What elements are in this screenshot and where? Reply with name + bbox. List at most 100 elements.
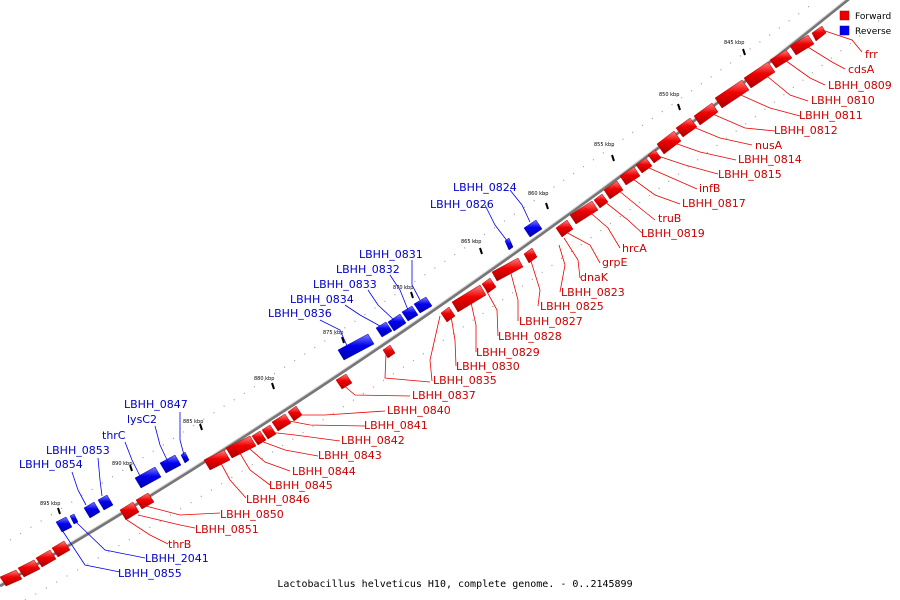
label-thrC: thrC [102, 429, 126, 442]
label-lbhh-0814: LBHH_0814 [738, 153, 802, 166]
gene-lbhh-0817[interactable] [619, 166, 641, 186]
gene-lbhh-0841[interactable] [271, 413, 292, 432]
gene-lbhh-0815[interactable] [647, 149, 662, 164]
tick-850: 850 kbp [659, 92, 681, 111]
gene-lbhh-0832[interactable] [401, 305, 419, 322]
svg-text:880 kbp: 880 kbp [254, 376, 274, 382]
label-frr: frr [865, 48, 878, 61]
gene-nusA[interactable] [675, 117, 698, 138]
tick-885: 885 kbp [183, 419, 203, 431]
gene-lbhh-0828[interactable] [481, 277, 497, 294]
legend-forward-swatch [839, 10, 850, 21]
reverse-genes [55, 219, 543, 533]
label-hrcA: hrcA [622, 242, 647, 255]
label-lbhh-2041: LBHH_2041 [145, 552, 209, 565]
label-nusA: nusA [755, 139, 783, 152]
label-lbhh-0836: LBHH_0836 [268, 307, 332, 320]
label-lbhh-0835: LBHH_0835 [433, 374, 497, 387]
label-grpE: grpE [602, 256, 627, 269]
label-lbhh-0817: LBHH_0817 [682, 197, 746, 210]
gene-lbhh-0831[interactable] [413, 296, 433, 314]
gene-lbhh-0824[interactable] [523, 219, 543, 238]
gene-lbhh-0833[interactable] [387, 313, 407, 332]
legend-forward-label: Forward [855, 12, 891, 22]
gene-left-3[interactable] [17, 559, 41, 578]
label-lbhh-0830: LBHH_0830 [456, 360, 520, 373]
svg-text:850 kbp: 850 kbp [659, 92, 679, 98]
forward-leaders [126, 29, 863, 545]
gene-thrB[interactable] [119, 501, 140, 521]
label-lbhh-0819: LBHH_0819 [641, 227, 705, 240]
svg-text:865 kbp: 865 kbp [461, 239, 481, 245]
gene-grpE[interactable] [555, 219, 574, 238]
gene-lbhh-0809[interactable] [769, 49, 793, 69]
label-infB: infB [699, 182, 720, 195]
gene-lbhh-0827[interactable] [491, 257, 524, 282]
tick-855: 855 kbp [594, 142, 615, 162]
gene-left-1[interactable] [51, 540, 71, 558]
gene-truB[interactable] [603, 180, 624, 200]
gene-lbhh-0855[interactable] [55, 516, 73, 533]
label-lbhh-0810: LBHH_0810 [811, 94, 875, 107]
gene-hrcA[interactable] [569, 200, 599, 225]
gene-lbhh-0846[interactable] [203, 449, 231, 471]
svg-text:855 kbp: 855 kbp [594, 142, 614, 148]
gene-lbhh-0829[interactable] [451, 284, 487, 313]
gene-lbhh-0853[interactable] [97, 494, 114, 511]
gene-lbhh-0850[interactable] [135, 492, 155, 510]
tick-890: 890 kbp [112, 461, 133, 472]
legend-reverse-swatch [839, 25, 850, 36]
label-lbhh-0824: LBHH_0824 [453, 181, 517, 194]
label-lbhh-0826: LBHH_0826 [430, 198, 494, 211]
genome-backbone [0, 0, 850, 588]
gene-lbhh-0810[interactable] [743, 61, 776, 89]
gene-lbhh-0854[interactable] [83, 501, 101, 519]
label-lbhh-0809: LBHH_0809 [828, 79, 892, 92]
gene-lysC2[interactable] [159, 454, 182, 474]
genome-backbone-highlight [0, 0, 846, 585]
label-lbhh-0840: LBHH_0840 [387, 404, 451, 417]
gene-lbhh-2041[interactable] [69, 513, 79, 525]
label-lbhh-0854: LBHH_0854 [19, 458, 83, 471]
label-lbhh-0823: LBHH_0823 [561, 286, 625, 299]
label-thrB: thrB [168, 538, 191, 551]
gene-lbhh-0819[interactable] [593, 193, 609, 209]
gene-left-4[interactable] [0, 569, 23, 587]
tick-895: 895 kbp [40, 501, 61, 515]
inner-dotted-arc [24, 19, 881, 600]
gene-lbhh-0835[interactable] [382, 344, 396, 359]
gene-left-2[interactable] [35, 549, 57, 568]
gene-lbhh-0844[interactable] [225, 435, 257, 459]
label-lbhh-0825: LBHH_0825 [540, 300, 604, 313]
tick-860: 860 kbp [528, 191, 549, 210]
label-lbhh-0845: LBHH_0845 [269, 479, 333, 492]
label-truB: truB [658, 212, 681, 225]
svg-text:875 kbp: 875 kbp [323, 330, 343, 336]
gene-cdsA[interactable] [789, 34, 815, 56]
gene-lbhh-0814[interactable] [656, 130, 682, 155]
tick-870: 870 kbp [393, 285, 414, 299]
gene-lbhh-0836[interactable] [337, 333, 375, 361]
label-lbhh-0827: LBHH_0827 [519, 315, 583, 328]
label-dnaK: dnaK [580, 271, 609, 284]
label-lbhh-0851: LBHH_0851 [195, 523, 259, 536]
gene-lbhh-0830[interactable] [440, 306, 456, 323]
gene-lbhh-0812[interactable] [693, 102, 719, 126]
gene-lbhh-0825[interactable] [523, 247, 538, 264]
label-lbhh-0847: LBHH_0847 [124, 398, 188, 411]
label-lysC2: lysC2 [127, 413, 157, 426]
label-lbhh-0841: LBHH_0841 [364, 419, 428, 432]
tick-875: 875 kbp [323, 330, 345, 344]
gene-lbhh-0837[interactable] [335, 373, 353, 390]
label-lbhh-0853: LBHH_0853 [46, 444, 110, 457]
label-lbhh-0828: LBHH_0828 [498, 330, 562, 343]
gene-thrC[interactable] [134, 466, 162, 489]
svg-text:885 kbp: 885 kbp [183, 419, 203, 425]
label-lbhh-0811: LBHH_0811 [799, 109, 863, 122]
svg-text:895 kbp: 895 kbp [40, 501, 60, 507]
label-lbhh-0833: LBHH_0833 [313, 278, 377, 291]
gene-lbhh-0847[interactable] [180, 451, 190, 464]
gene-lbhh-0811[interactable] [714, 79, 750, 109]
svg-text:870 kbp: 870 kbp [393, 285, 413, 291]
label-lbhh-0831: LBHH_0831 [359, 248, 423, 261]
